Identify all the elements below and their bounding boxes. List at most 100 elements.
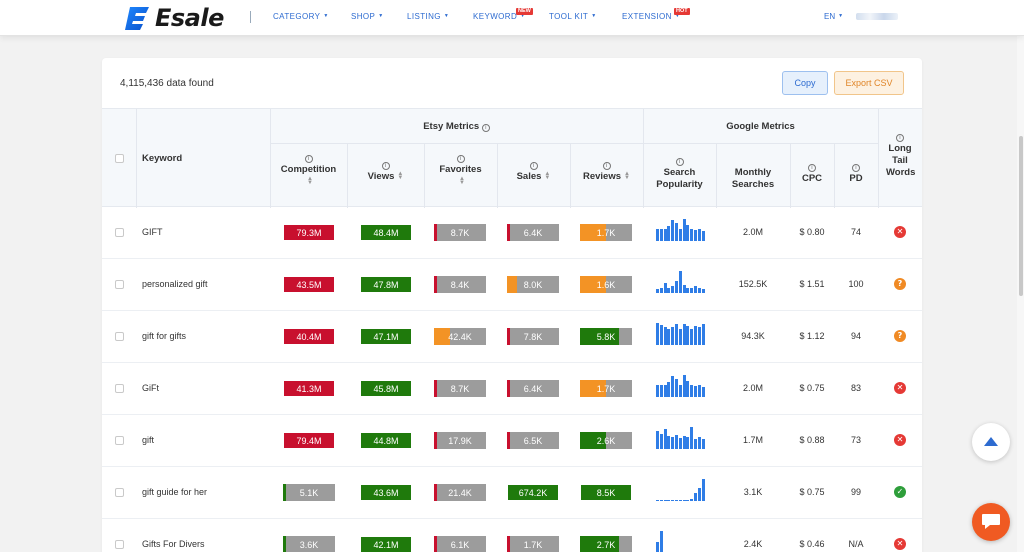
cpc-header[interactable]: i CPC (790, 161, 834, 185)
chevron-down-icon: ▼ (591, 13, 597, 19)
back-to-top-button[interactable] (972, 423, 1010, 461)
reviews-header[interactable]: i Reviews ▲ ▼ (570, 159, 643, 183)
page-scrollbar[interactable] (1017, 36, 1024, 552)
sort-icon[interactable]: ▲ ▼ (307, 176, 313, 187)
x-circle-icon[interactable]: ✕ (894, 434, 906, 446)
search-popularity-sparkline (656, 531, 706, 552)
sales-value: 1.7K (523, 539, 543, 550)
chevron-down-icon: ▼ (323, 13, 329, 19)
favorites-value: 8.7K (450, 227, 470, 238)
long-tail-header[interactable]: i Long Tail Words (878, 131, 922, 179)
x-circle-icon[interactable]: ✕ (894, 538, 906, 550)
sales-bar-fill (507, 224, 511, 241)
sparkline-bar (663, 283, 667, 293)
brand-name: Esale (155, 4, 224, 32)
monthly-searches-header[interactable]: Monthly Searches (731, 167, 775, 190)
info-icon[interactable]: i (381, 162, 390, 170)
nav-listing-label: LISTING (407, 12, 441, 21)
nav-category[interactable]: CATEGORY ▼ (273, 12, 329, 21)
competition-value: 79.3M (296, 227, 322, 238)
competition-bar-fill (283, 536, 287, 552)
language-selector[interactable]: EN ▼ (824, 12, 843, 21)
pd-value: 100 (848, 279, 864, 289)
check-circle-icon[interactable]: ✓ (894, 486, 906, 498)
views-bar: 47.8M (360, 276, 412, 293)
views-header[interactable]: i Views ▲ ▼ (347, 159, 424, 183)
keyword-cell[interactable]: gift (142, 435, 155, 445)
chevron-down-icon: ▼ (443, 13, 450, 19)
copy-button[interactable]: Copy (782, 71, 828, 95)
new-badge: NEW (516, 8, 533, 15)
scrollbar-thumb[interactable] (1019, 136, 1023, 296)
info-icon[interactable]: i (304, 155, 313, 163)
nav-toolkit[interactable]: TOOL KIT ▼ (549, 12, 597, 21)
competition-header[interactable]: i Competition ▲ ▼ (270, 152, 347, 188)
user-account-menu[interactable] (856, 13, 898, 20)
nav-shop[interactable]: SHOP ▼ (351, 12, 384, 21)
favorites-bar: 8.4K (434, 276, 486, 293)
info-icon[interactable]: i (808, 164, 816, 172)
reviews-bar-fill (580, 432, 606, 449)
x-circle-icon[interactable]: ✕ (894, 226, 906, 238)
question-circle-icon[interactable]: ? (894, 330, 906, 342)
favorites-bar: 21.4K (434, 484, 486, 501)
row-checkbox[interactable] (115, 228, 124, 237)
sales-header[interactable]: i Sales ▲ ▼ (497, 159, 570, 183)
sparkline-bar (659, 228, 663, 241)
info-icon[interactable]: i (456, 155, 465, 163)
sort-icon[interactable]: ▲ ▼ (459, 176, 465, 187)
monthly-searches-value: 3.1K (743, 487, 763, 497)
row-checkbox[interactable] (115, 488, 124, 497)
views-value: 48.4M (373, 227, 399, 238)
sparkline-bar (674, 434, 678, 449)
esale-logo-mark-icon (125, 5, 151, 31)
select-all-checkbox[interactable] (115, 154, 124, 163)
favorites-bar-fill (434, 276, 438, 293)
nav-extension[interactable]: EXTENSION ▼ (622, 12, 680, 21)
favorites-header[interactable]: i Favorites ▲ ▼ (424, 152, 497, 188)
info-icon[interactable]: i (602, 162, 611, 170)
pd-value: 94 (850, 331, 861, 341)
favorites-value: 21.4K (448, 487, 472, 498)
pd-header[interactable]: i PD (834, 161, 878, 185)
keyword-cell[interactable]: Gifts For Divers (142, 539, 205, 549)
question-circle-icon[interactable]: ? (894, 278, 906, 290)
sparkline-bar (686, 436, 690, 449)
favorites-bar: 8.7K (434, 224, 486, 241)
x-circle-icon[interactable]: ✕ (894, 382, 906, 394)
sparkline-bar (697, 287, 701, 293)
row-checkbox[interactable] (115, 540, 124, 549)
info-icon[interactable]: i (896, 134, 904, 142)
export-csv-button[interactable]: Export CSV (834, 71, 904, 95)
row-checkbox[interactable] (115, 384, 124, 393)
sales-bar-fill (507, 276, 518, 293)
cpc-value: $ 0.46 (799, 539, 825, 549)
info-icon[interactable]: i (675, 158, 684, 166)
keyword-cell[interactable]: personalized gift (142, 279, 208, 289)
esale-logo[interactable]: Esale (125, 4, 224, 32)
row-checkbox[interactable] (115, 436, 124, 445)
sales-bar-fill (507, 432, 511, 449)
sales-value: 7.8K (523, 331, 543, 342)
sort-icon[interactable]: ▲ ▼ (624, 171, 630, 182)
chat-button[interactable] (972, 503, 1010, 541)
cpc-value: $ 0.75 (799, 383, 825, 393)
keyword-cell[interactable]: gift guide for her (142, 487, 208, 497)
row-checkbox[interactable] (115, 332, 124, 341)
search-popularity-header[interactable]: i Search Popularity (643, 155, 716, 191)
keyword-cell[interactable]: GiFt (142, 383, 159, 393)
keyword-header[interactable]: Keyword (142, 153, 183, 164)
nav-listing[interactable]: LISTING ▼ (407, 12, 449, 21)
sales-label: Sales (516, 171, 542, 182)
table-row: gift 79.4M 44.8M 17.9K 6.5K 2.6K 1.7M $ 0.88 73 ✕ (102, 415, 922, 467)
sort-icon[interactable]: ▲ ▼ (397, 171, 404, 182)
keyword-cell[interactable]: gift for gifts (142, 331, 187, 341)
info-icon[interactable]: i (529, 162, 538, 170)
info-icon[interactable]: i (481, 124, 490, 132)
info-icon[interactable]: i (852, 164, 860, 172)
row-checkbox[interactable] (115, 280, 124, 289)
sort-icon[interactable]: ▲ ▼ (544, 171, 551, 182)
keyword-cell[interactable]: GIFT (142, 227, 163, 237)
nav-keyword[interactable]: KEYWORD ▼ (473, 12, 526, 21)
sparkline-bar (671, 376, 675, 397)
